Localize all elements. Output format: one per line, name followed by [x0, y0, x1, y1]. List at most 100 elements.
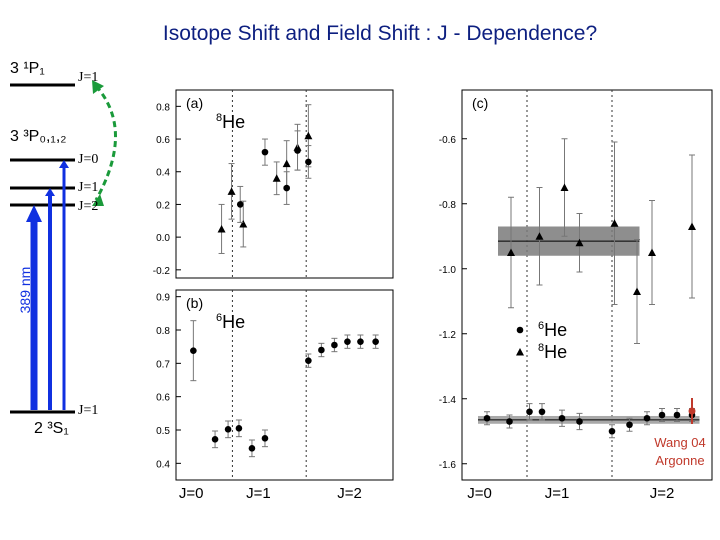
data-point-dot-b-2 — [224, 426, 232, 433]
data-point-dot-b-10 — [357, 338, 364, 345]
y-tick-label-a-2: 0.2 — [156, 200, 170, 211]
y-tick-label-c-0: -0.6 — [439, 135, 457, 146]
slide-title: Isotope Shift and Field Shift : J - Depe… — [162, 22, 598, 45]
data-point-triangle-c-1 — [535, 232, 544, 240]
isotope-label-b: 6He — [216, 312, 245, 332]
triplet-term-label: 3 ³P₀,₁,₂ — [10, 128, 67, 145]
legend-label-0: 6He — [538, 320, 567, 340]
data-point-dot-c-7 — [626, 421, 633, 429]
panel-label-a: (a) — [186, 95, 203, 111]
data-point-triangle-a-6 — [304, 131, 313, 140]
data-point-dot-b-8 — [331, 341, 338, 349]
triplet-j1-label: J=1 — [78, 180, 99, 195]
legend-triangle-marker — [516, 348, 524, 356]
y-tick-label-b-0: 0.4 — [156, 459, 170, 470]
panel-frame-c — [461, 89, 713, 481]
data-point-dot-b-1 — [211, 436, 219, 443]
data-point-dot-c-10 — [673, 411, 681, 419]
triplet-j2-label: J=2 — [78, 199, 99, 214]
data-point-triangle-a-0 — [217, 224, 226, 233]
legend-dot-marker — [516, 326, 524, 334]
data-point-dot-c-3 — [538, 408, 546, 416]
legend-label-1: 8He — [538, 342, 567, 362]
data-point-triangle-c-3 — [575, 238, 584, 247]
data-point-triangle-c-2 — [560, 183, 569, 191]
data-point-dot-b-11 — [372, 338, 379, 345]
red-marker-dot — [688, 407, 696, 415]
data-point-triangle-a-2 — [239, 220, 248, 228]
y-tick-label-b-3: 0.7 — [156, 359, 170, 370]
data-point-dot-c-0 — [483, 414, 491, 422]
data-point-triangle-c-0 — [507, 248, 515, 256]
curved-arrowhead-bottom — [92, 194, 104, 206]
singlet-term-label: 3 ¹P₁ — [10, 60, 45, 77]
curved-coupling-arrow — [94, 85, 117, 201]
x-category-label-c-1: J=1 — [545, 485, 570, 502]
credit-line-1: Wang 04 — [654, 435, 706, 450]
panel-label-c: (c) — [472, 95, 488, 111]
y-tick-label-a-3: 0.4 — [156, 168, 170, 179]
y-tick-label-c-1: -0.8 — [439, 200, 457, 211]
ground-term-label: 2 ³S₁ — [34, 420, 69, 437]
y-tick-label-a-0: -0.2 — [153, 266, 171, 277]
x-category-label-b-0: J=0 — [179, 485, 204, 502]
transition-arrowhead-j0 — [59, 160, 69, 168]
y-tick-label-c-4: -1.4 — [439, 395, 457, 406]
triplet-j0-label: J=0 — [78, 152, 99, 167]
data-point-dot-b-6 — [305, 357, 312, 364]
y-tick-label-c-5: -1.6 — [439, 460, 457, 471]
data-point-dot-b-9 — [344, 338, 351, 345]
y-tick-label-b-2: 0.6 — [156, 393, 170, 404]
data-point-dot-b-7 — [318, 346, 325, 354]
y-tick-label-c-2: -1.0 — [439, 265, 457, 276]
panel-frame-b — [175, 289, 394, 481]
data-point-dot-b-5 — [261, 435, 269, 442]
credit-text: Wang 04 Argonne — [640, 434, 720, 470]
data-point-dot-c-1 — [506, 418, 513, 425]
transition-arrowhead-j1 — [45, 188, 55, 196]
data-point-triangle-c-5 — [633, 287, 641, 295]
data-point-triangle-c-7 — [688, 222, 696, 230]
y-tick-label-c-3: -1.2 — [439, 330, 457, 341]
x-category-label-b-2: J=2 — [337, 485, 362, 502]
panel-label-b: (b) — [186, 295, 203, 311]
y-tick-label-b-1: 0.5 — [156, 426, 170, 437]
x-category-label-c-2: J=2 — [650, 485, 675, 502]
data-point-dot-a-0 — [236, 201, 244, 208]
data-point-triangle-a-1 — [227, 187, 236, 195]
data-point-dot-b-4 — [248, 445, 256, 452]
x-category-label-c-0: J=0 — [467, 485, 492, 502]
data-point-triangle-a-4 — [282, 159, 291, 168]
curved-arrowhead-top — [92, 80, 104, 94]
ground-j-label: J=1 — [78, 403, 99, 418]
y-tick-label-b-4: 0.8 — [156, 326, 170, 337]
y-tick-label-b-5: 0.9 — [156, 293, 170, 304]
x-category-label-b-1: J=1 — [246, 485, 271, 502]
transition-arrowhead-j2 — [26, 205, 42, 222]
data-point-dot-c-5 — [576, 418, 583, 425]
data-point-dot-c-4 — [558, 414, 566, 422]
data-point-dot-a-1 — [261, 148, 269, 156]
data-point-dot-c-2 — [526, 408, 533, 416]
data-point-dot-b-0 — [190, 347, 197, 354]
data-point-dot-c-9 — [658, 411, 666, 419]
credit-line-2: Argonne — [655, 453, 705, 468]
data-point-dot-a-3 — [294, 147, 301, 154]
data-point-dot-a-4 — [305, 158, 312, 166]
data-point-dot-b-3 — [235, 425, 243, 432]
data-point-dot-c-8 — [643, 414, 651, 422]
y-tick-label-a-5: 0.8 — [156, 102, 170, 113]
data-point-triangle-a-3 — [272, 174, 281, 182]
panel-frame-a — [175, 89, 394, 279]
singlet-j-label: J=1 — [78, 70, 99, 85]
data-point-triangle-c-4 — [610, 219, 619, 227]
data-point-dot-a-2 — [283, 184, 290, 192]
y-tick-label-a-1: 0.0 — [156, 233, 170, 244]
data-point-triangle-c-6 — [648, 248, 656, 256]
isotope-label-a: 8He — [216, 112, 245, 132]
data-point-dot-c-6 — [608, 427, 616, 435]
y-tick-label-a-4: 0.6 — [156, 135, 170, 146]
